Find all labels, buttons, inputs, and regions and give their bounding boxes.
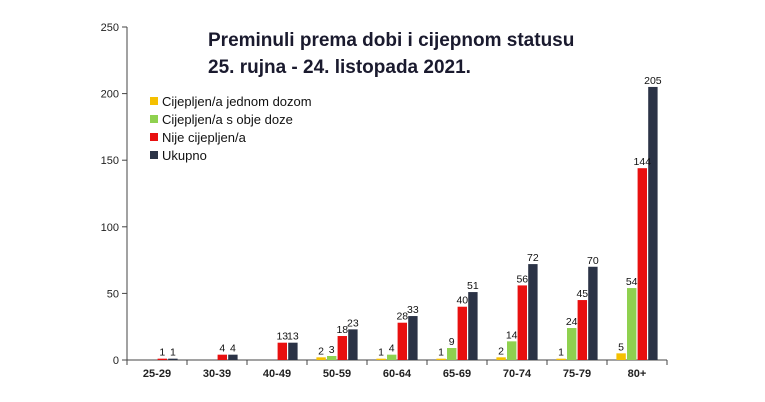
y-tick-label: 250 [101,22,119,34]
data-label-single-dose: 2 [498,345,504,357]
x-tick-label: 40-49 [263,368,291,380]
bar-total [528,264,538,360]
legend-swatch-unvaccinated [150,133,158,141]
bar-unvaccinated [217,354,227,360]
data-label-unvaccinated: 144 [634,156,652,168]
bar-two-doses [507,341,517,360]
bar-total [468,292,478,360]
legend-swatch-single-dose [150,97,158,105]
data-label-total: 1 [170,347,176,359]
bar-single-dose [436,358,446,360]
bar-total [168,358,178,360]
x-tick-label: 25-29 [143,368,171,380]
data-label-unvaccinated: 40 [456,295,468,307]
data-label-two-doses: 14 [506,329,518,341]
data-label-total: 23 [347,317,359,329]
data-label-two-doses: 54 [626,276,638,288]
bar-total [588,266,598,360]
x-tick-label: 50-59 [323,368,351,380]
data-label-single-dose: 5 [618,341,624,353]
data-label-total: 72 [527,252,539,264]
data-label-total: 33 [407,304,419,316]
bar-single-dose [616,353,626,360]
bar-two-doses [327,356,337,360]
bar-unvaccinated [277,342,287,360]
data-label-unvaccinated: 13 [276,331,288,343]
x-tick-label: 65-69 [443,368,471,380]
legend-label-two-doses: Cijepljen/a s obje doze [162,112,293,127]
chart-title: Preminuli prema dobi i cijepnom statusu … [208,30,574,78]
bar-total [408,316,418,360]
bar-unvaccinated [517,285,527,360]
bar-two-doses [387,354,397,360]
data-label-unvaccinated: 18 [336,324,348,336]
data-label-single-dose: 1 [558,347,564,359]
x-tick-label: 80+ [628,368,647,380]
data-label-unvaccinated: 56 [516,273,528,285]
legend-swatch-two-doses [150,115,158,123]
x-tick-label: 60-64 [383,368,412,380]
legend-label-unvaccinated: Nije cijepljen/a [162,130,247,145]
title-line-2: 25. rujna - 24. listopada 2021. [208,57,471,78]
x-tick-label: 70-74 [503,368,532,380]
data-label-two-doses: 4 [389,343,395,355]
data-label-total: 13 [287,331,299,343]
bar-single-dose [556,358,566,360]
data-label-unvaccinated: 1 [159,347,165,359]
bar-total [348,329,358,360]
bar-single-dose [496,357,506,360]
legend-label-total: Ukupno [162,148,207,163]
y-tick-label: 150 [101,155,119,167]
bar-unvaccinated [397,322,407,360]
bar-total [288,342,298,360]
bar-total [648,86,658,360]
legend: Cijepljen/a jednom dozom Cijepljen/a s o… [150,94,312,163]
data-label-two-doses: 3 [329,344,335,356]
bar-unvaccinated [457,306,467,360]
data-label-total: 51 [467,280,479,292]
data-label-total: 4 [230,343,236,355]
bar-total [228,354,238,360]
data-label-single-dose: 1 [438,347,444,359]
data-label-single-dose: 1 [378,347,384,359]
bar-unvaccinated [637,168,647,360]
data-label-unvaccinated: 4 [219,343,225,355]
data-label-total: 70 [587,255,599,267]
data-label-single-dose: 2 [318,345,324,357]
bar-unvaccinated [577,300,587,360]
y-tick-label: 100 [101,222,119,234]
bar-single-dose [376,358,386,360]
bar-two-doses [447,348,457,360]
axes: 0 50 100 150 200 250 25-29 30-39 40-49 50-59 60-64… [101,22,668,380]
bar-two-doses [627,288,637,360]
y-tick-label: 0 [113,355,119,367]
data-label-two-doses: 24 [566,316,578,328]
x-tick-label: 75-79 [563,368,591,380]
legend-label-single-dose: Cijepljen/a jednom dozom [162,94,312,109]
data-label-unvaccinated: 45 [576,288,588,300]
bar-two-doses [567,328,577,360]
bar-single-dose [316,357,326,360]
data-label-two-doses: 9 [449,336,455,348]
bar-unvaccinated [157,358,167,360]
data-label-total: 205 [644,75,662,87]
y-tick-label: 200 [101,89,119,101]
legend-swatch-total [150,151,158,159]
bar-unvaccinated [337,336,347,360]
title-line-1: Preminuli prema dobi i cijepnom statusu [208,30,574,51]
bars [157,86,658,360]
x-tick-label: 30-39 [203,368,231,380]
y-tick-label: 50 [107,288,119,300]
data-label-unvaccinated: 28 [396,311,408,323]
